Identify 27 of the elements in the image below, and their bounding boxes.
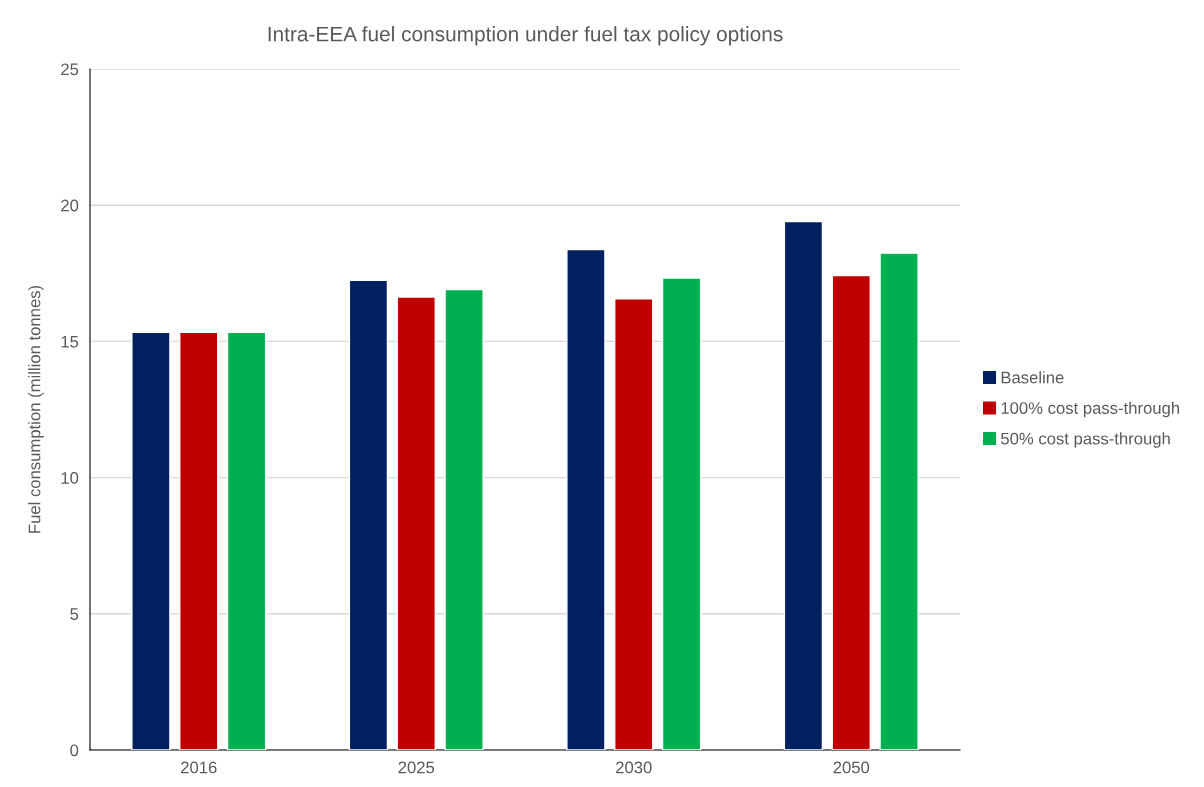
y-tick-label: 15 — [61, 335, 79, 348]
bar — [226, 331, 267, 750]
bar — [661, 277, 702, 750]
y-axis-title: Fuel consumption (million tonnes) — [28, 285, 44, 533]
y-tick-label: 10 — [61, 472, 79, 484]
x-tick-label: 2025 — [398, 761, 435, 774]
x-tick-label: 2050 — [833, 761, 870, 774]
bar — [831, 274, 871, 750]
bar — [783, 220, 824, 750]
y-tick-label: 20 — [61, 199, 79, 212]
bar — [879, 252, 919, 750]
bar — [614, 298, 654, 750]
bar — [396, 296, 436, 750]
legend-label: 100% cost pass-through — [1001, 401, 1180, 418]
bar — [444, 288, 484, 750]
bar — [131, 331, 171, 750]
x-tick-label: 2016 — [181, 761, 217, 774]
legend-label: 50% cost pass-through — [1001, 432, 1170, 448]
y-tick-label: 0 — [70, 744, 79, 757]
bar — [179, 331, 219, 750]
bar — [348, 279, 389, 750]
y-tick-label: 25 — [61, 63, 79, 76]
y-tick-label: 5 — [70, 608, 79, 620]
chart-title: Intra-EEA fuel consumption under fuel tax policy options — [268, 26, 783, 46]
bar — [566, 248, 606, 750]
legend-label: Baseline — [1001, 371, 1064, 384]
x-tick-label: 2030 — [616, 761, 652, 774]
